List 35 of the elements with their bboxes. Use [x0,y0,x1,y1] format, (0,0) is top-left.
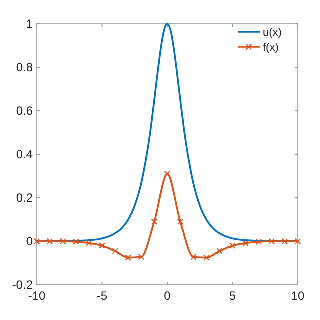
point [190,254,197,260]
y-tick-label: 0 [26,234,34,248]
legend-label: f(x) [263,42,279,54]
y-tick-label: 0.2 [16,191,34,205]
y-tick-label: 0.4 [16,148,34,162]
x-tick-label: 5 [229,289,236,303]
point [242,240,249,246]
point [216,248,223,254]
x-tick-label: -5 [96,289,108,303]
point [34,238,40,245]
y-tick-label: 1 [26,17,34,31]
point [46,238,54,245]
point [256,238,262,246]
point [125,254,132,261]
point [99,242,106,249]
point [151,218,158,226]
y-tick-label: -0.2 [12,278,34,292]
point [294,238,302,245]
legend-label: u(x) [263,27,282,39]
point [86,240,92,246]
point [177,218,184,226]
x-tick-label: -10 [28,289,46,303]
x-tick-label: 10 [291,289,305,303]
point [73,238,80,246]
point [138,254,145,260]
point [230,242,236,249]
y-tick-label: 0.8 [16,60,34,74]
y-tick-label: 0.6 [16,104,34,118]
point [282,238,288,245]
point [112,248,118,254]
point [268,238,276,245]
x-tick-label: 0 [164,289,172,303]
point [164,170,171,178]
point [204,254,210,261]
point [60,238,66,245]
